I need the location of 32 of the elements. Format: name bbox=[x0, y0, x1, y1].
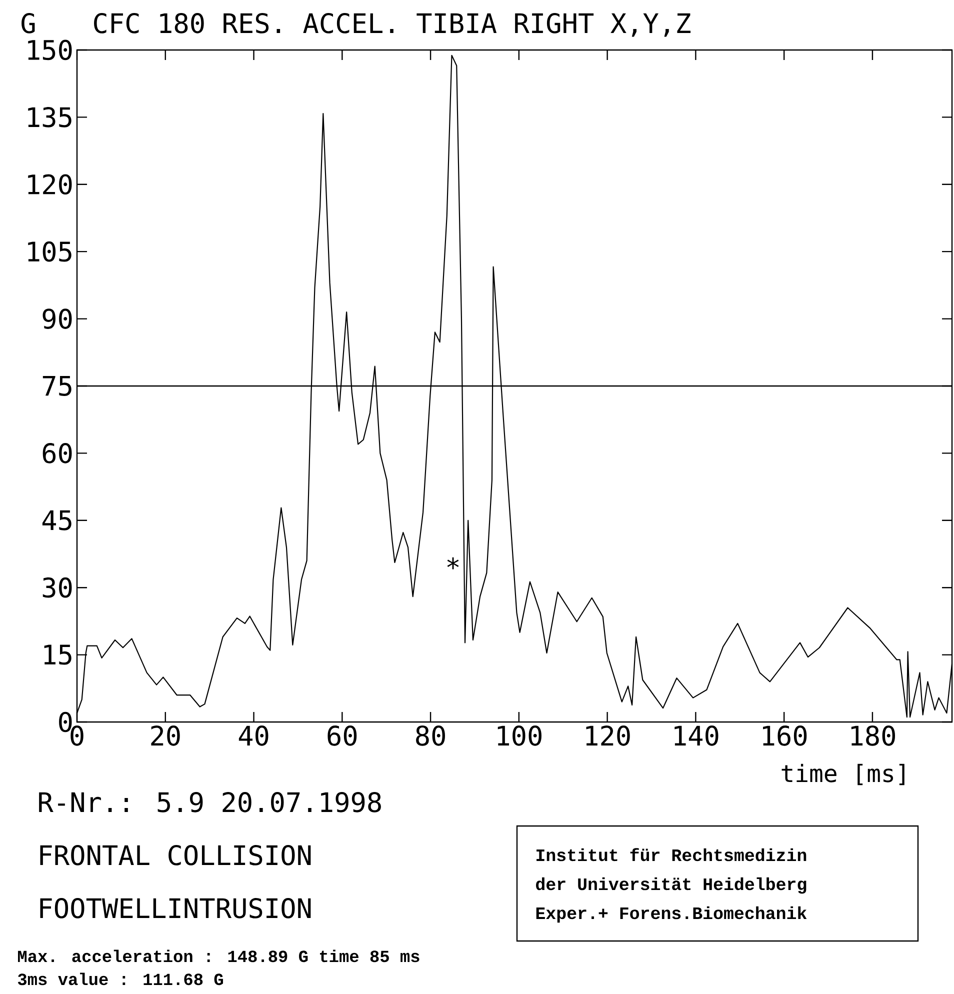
x-tick-label: 60 bbox=[328, 726, 357, 746]
y-axis-title: G bbox=[22, 13, 35, 34]
chart-title: CFC 180 RES. ACCEL. TIBIA RIGHT X,Y,Z bbox=[94, 13, 691, 37]
x-tick-label: 100 bbox=[498, 726, 542, 746]
x-tick-label: 160 bbox=[763, 726, 807, 746]
y-tick-label: 120 bbox=[28, 174, 72, 195]
y-tick-label: 90 bbox=[42, 308, 72, 329]
text: Max. acceleration : 148.89 G time 85 ms bbox=[18, 950, 420, 962]
y-tick-label: 45 bbox=[42, 510, 72, 530]
x-tick-label: 140 bbox=[674, 726, 718, 746]
text: 3ms value : 111.68 G bbox=[18, 972, 223, 986]
x-tick-label: 20 bbox=[151, 726, 180, 746]
x-tick-label: 40 bbox=[238, 726, 268, 746]
x-tick-label: 120 bbox=[586, 726, 630, 746]
y-tick-label: 0 bbox=[59, 712, 72, 732]
y-tick-label: 75 bbox=[42, 376, 72, 396]
text: Institut für Rechtsmedizin bbox=[536, 848, 806, 862]
y-tick-label: 135 bbox=[28, 107, 72, 128]
y-tick-label: 15 bbox=[44, 644, 72, 665]
annotation: * bbox=[447, 557, 459, 570]
text: R-Nr.: 5.9 20.07.1998 bbox=[39, 792, 381, 812]
y-tick-label: 150 bbox=[28, 40, 72, 60]
x-tick-label: 180 bbox=[851, 726, 896, 746]
text: der Universität Heidelberg bbox=[536, 877, 806, 894]
x-axis-title: time [ms] bbox=[782, 764, 904, 786]
x-tick-label: 80 bbox=[416, 726, 445, 746]
y-tick-label: 30 bbox=[42, 577, 72, 598]
text: Exper.+ Forens.Biomechanik bbox=[536, 906, 807, 923]
y-tick-label: 60 bbox=[42, 443, 72, 464]
text: FOOTWELLINTRUSION bbox=[40, 898, 311, 918]
text: FRONTAL COLLISION bbox=[40, 845, 311, 866]
y-tick-label: 105 bbox=[28, 241, 72, 262]
